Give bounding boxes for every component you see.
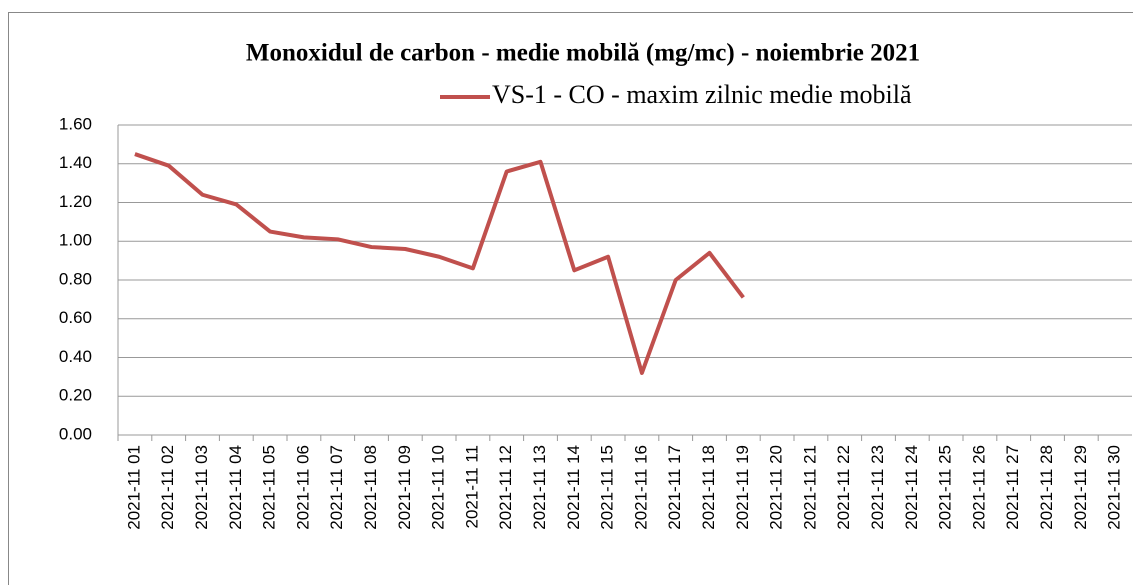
- chart-title: Monoxidul de carbon - medie mobilă (mg/m…: [246, 40, 920, 67]
- x-tick-label: 2021-11 28: [1037, 445, 1056, 530]
- x-tick-label: 2021-11 01: [124, 445, 143, 530]
- x-tick-label: 2021-11 19: [733, 445, 752, 530]
- x-tick-label: 2021-11 25: [936, 445, 955, 530]
- y-tick-label: 0.40: [59, 347, 92, 366]
- x-tick-label: 2021-11 18: [699, 445, 718, 530]
- data-line: [134, 152, 745, 375]
- y-tick-label: 0.20: [59, 386, 92, 405]
- chart-border: [8, 12, 1133, 585]
- x-tick-label: 2021-11 08: [361, 445, 380, 530]
- x-tick-label: 2021-11 04: [226, 445, 245, 530]
- x-tick-label: 2021-11 03: [192, 445, 211, 530]
- x-tick-label: 2021-11 12: [496, 445, 515, 530]
- y-tick-label: 1.40: [59, 153, 92, 172]
- x-tick-label: 2021-11 23: [868, 445, 887, 530]
- x-tick-label: 2021-11 20: [767, 445, 786, 530]
- x-tick-label: 2021-11 09: [395, 445, 414, 530]
- y-tick-label: 0.00: [59, 424, 92, 443]
- x-tick-label: 2021-11 11: [462, 445, 481, 529]
- y-tick-label: 1.60: [59, 114, 92, 133]
- x-tick-label: 2021-11 24: [902, 445, 921, 530]
- y-tick-label: 0.60: [59, 308, 92, 327]
- y-tick-label: 0.80: [59, 269, 92, 288]
- x-tick-label: 2021-11 02: [158, 445, 177, 530]
- x-tick-label: 2021-11 06: [293, 445, 312, 530]
- x-tick-label: 2021-11 07: [327, 445, 346, 530]
- x-tick-label: 2021-11 10: [429, 445, 448, 530]
- x-tick-label: 2021-11 05: [260, 445, 279, 530]
- x-tick-label: 2021-11 21: [800, 445, 819, 530]
- x-tick-label: 2021-11 16: [631, 445, 650, 530]
- legend-label: VS-1 - CO - maxim zilnic medie mobilă: [492, 80, 912, 109]
- x-tick-label: 2021-11 13: [530, 445, 549, 530]
- x-tick-label: 2021-11 14: [564, 445, 583, 530]
- x-tick-label: 2021-11 22: [834, 445, 853, 530]
- x-tick-label: 2021-11 26: [969, 445, 988, 530]
- x-tick-label: 2021-11 29: [1071, 445, 1090, 530]
- x-tick-label: 2021-11 17: [665, 445, 684, 530]
- y-tick-label: 1.00: [59, 231, 92, 250]
- x-tick-label: 2021-11 27: [1003, 445, 1022, 530]
- y-tick-label: 1.20: [59, 192, 92, 211]
- x-tick-label: 2021-11 30: [1105, 445, 1124, 530]
- x-tick-label: 2021-11 15: [598, 445, 617, 530]
